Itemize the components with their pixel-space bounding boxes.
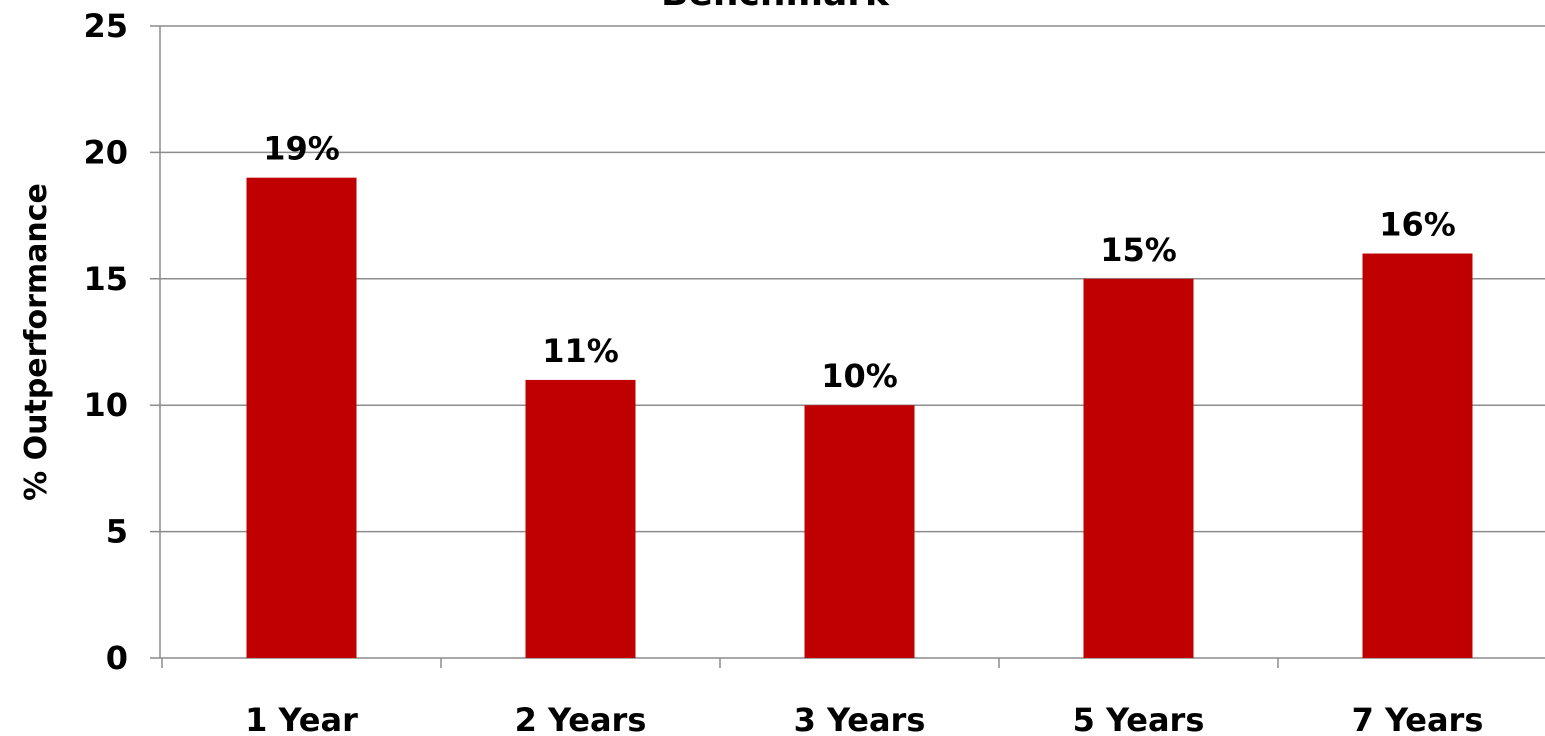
value-label: 11% bbox=[542, 332, 619, 370]
bar bbox=[1083, 278, 1194, 658]
chart-title: Benchmark bbox=[661, 0, 890, 14]
y-axis-label: % Outperformance bbox=[19, 183, 54, 501]
x-tick-label: 1 Year bbox=[245, 701, 358, 736]
value-label: 15% bbox=[1100, 231, 1177, 269]
value-label: 19% bbox=[263, 130, 340, 168]
y-tick-label: 5 bbox=[106, 513, 128, 551]
y-tick-label: 15 bbox=[83, 260, 128, 298]
x-tick-label: 3 Years bbox=[794, 701, 926, 736]
bar bbox=[246, 177, 357, 658]
x-tick-label: 2 Years bbox=[515, 701, 647, 736]
bar bbox=[1362, 253, 1473, 658]
y-tick-label: 0 bbox=[106, 639, 128, 677]
x-tick-label: 7 Years bbox=[1352, 701, 1484, 736]
bar bbox=[525, 379, 636, 658]
y-tick-label: 25 bbox=[83, 7, 128, 45]
value-label: 10% bbox=[821, 357, 898, 395]
x-tick-label: 5 Years bbox=[1073, 701, 1205, 736]
y-tick-label: 10 bbox=[83, 386, 128, 424]
value-label: 16% bbox=[1379, 206, 1456, 244]
bar bbox=[804, 405, 915, 658]
y-tick-label: 20 bbox=[83, 133, 128, 171]
